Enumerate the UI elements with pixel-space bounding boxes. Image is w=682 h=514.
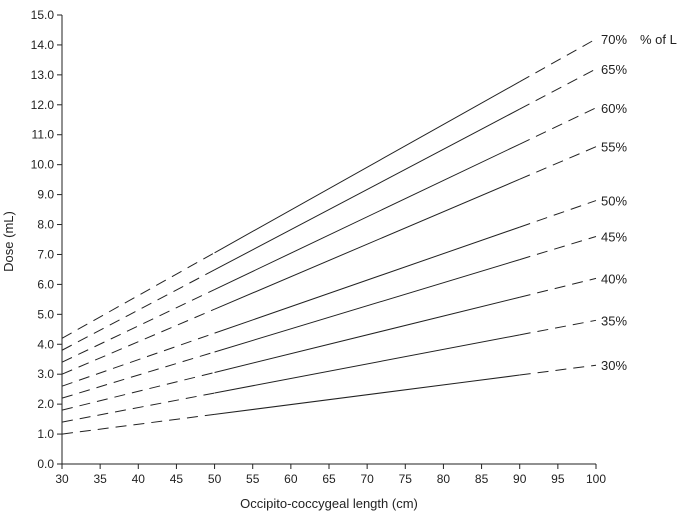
y-tick-label: 11.0 [32, 128, 55, 142]
x-tick-label: 30 [55, 472, 69, 486]
series-line-55pct [61, 146, 597, 375]
series-line-65pct [61, 68, 597, 351]
y-tick-label: 4.0 [37, 337, 54, 351]
y-tick-label: 1.0 [37, 427, 54, 441]
x-tick-label: 65 [322, 472, 336, 486]
series-dashed-segment [519, 107, 597, 145]
series-dashed-segment [61, 308, 215, 375]
series-line-35pct [61, 319, 597, 423]
series-label: 55% [601, 140, 627, 155]
series-label: 30% [601, 358, 627, 373]
y-tick-label: 8.0 [37, 218, 54, 232]
x-tick-label: 55 [246, 472, 260, 486]
y-tick-label: 3.0 [37, 367, 54, 381]
series-dashed-segment [61, 252, 215, 339]
y-tick-label: 6.0 [37, 277, 54, 291]
series-solid-segment [214, 108, 520, 271]
series-line-30pct [61, 364, 597, 435]
series-dashed-segment [519, 200, 597, 228]
series-line-60pct [61, 107, 597, 363]
series-dashed-segment [519, 146, 597, 180]
series-line-40pct [61, 277, 597, 411]
x-tick-label: 50 [208, 472, 222, 486]
series-line-45pct [61, 236, 597, 399]
series-solid-segment [214, 374, 520, 415]
y-tick-label: 9.0 [37, 188, 54, 202]
y-axis-title: Dose (mL) [1, 211, 16, 272]
series-dashed-segment [519, 364, 597, 376]
y-tick-label: 12.0 [31, 98, 55, 112]
y-tick-label: 15.0 [31, 8, 55, 22]
series-dashed-segment [519, 319, 597, 336]
x-tick-label: 35 [93, 472, 107, 486]
series-solid-segment [214, 334, 520, 394]
x-tick-label: 75 [399, 472, 413, 486]
series-dashed-segment [61, 372, 215, 411]
x-tick-label: 100 [586, 472, 606, 486]
series-label: 45% [601, 230, 627, 245]
series-line-70pct [61, 38, 597, 339]
x-tick-label: 40 [132, 472, 146, 486]
series-solid-segment [214, 296, 520, 373]
series-label: 60% [601, 101, 627, 116]
series-solid-segment [214, 259, 520, 353]
x-tick-label: 80 [437, 472, 451, 486]
series-dashed-segment [519, 236, 597, 261]
y-tick-label: 2.0 [37, 397, 54, 411]
y-tick-label: 7.0 [37, 247, 54, 261]
series-label: 35% [601, 313, 627, 328]
x-tick-label: 60 [284, 472, 298, 486]
series-dashed-segment [519, 68, 597, 110]
series-dashed-segment [519, 38, 597, 83]
series-solid-segment [214, 226, 520, 334]
x-tick-label: 70 [360, 472, 374, 486]
series-label: 40% [601, 271, 627, 286]
series-unit-label: % of L [640, 32, 677, 47]
x-tick-label: 90 [513, 472, 527, 486]
series-dashed-segment [519, 277, 597, 298]
series-dashed-segment [61, 289, 215, 363]
y-tick-label: 0.0 [37, 457, 54, 471]
series-solid-segment [214, 143, 520, 290]
series-dashed-segment [61, 269, 215, 351]
series-dashed-segment [61, 392, 215, 423]
y-tick-label: 10.0 [31, 158, 55, 172]
series-line-50pct [61, 200, 597, 387]
y-tick-label: 14.0 [31, 38, 55, 52]
x-tick-label: 85 [475, 472, 489, 486]
series-dashed-segment [61, 413, 215, 435]
series-solid-segment [214, 81, 520, 254]
series-label: 50% [601, 194, 627, 209]
y-tick-label: 13.0 [31, 68, 55, 82]
series-label: 65% [601, 62, 627, 77]
series-dashed-segment [61, 351, 215, 399]
series-solid-segment [214, 178, 520, 310]
x-axis-title: Occipito-coccygeal length (cm) [240, 496, 418, 511]
x-tick-label: 95 [551, 472, 565, 486]
series-label: 70% [601, 32, 627, 47]
x-tick-label: 45 [170, 472, 184, 486]
y-tick-label: 5.0 [37, 307, 54, 321]
series-dashed-segment [61, 332, 215, 387]
